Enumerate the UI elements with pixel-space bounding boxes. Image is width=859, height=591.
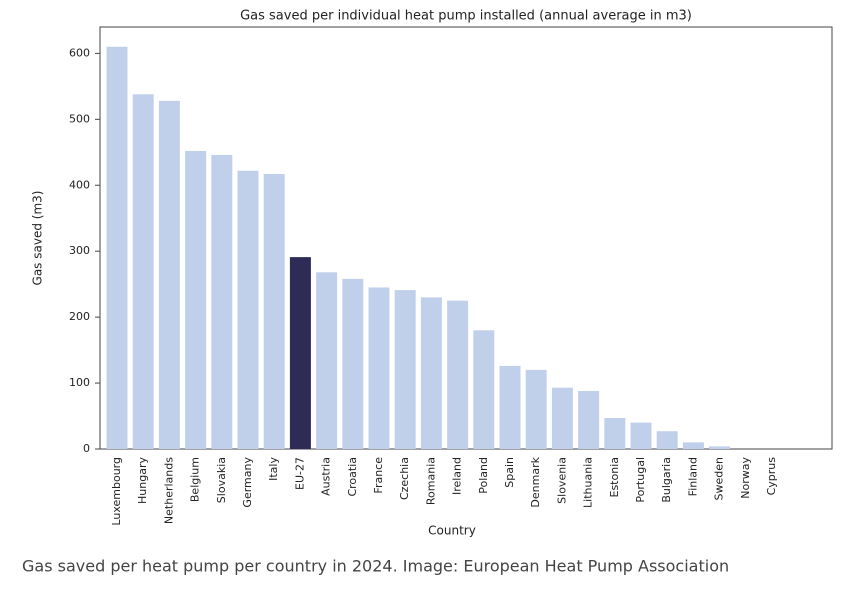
y-tick-label: 600 (69, 46, 90, 59)
x-tick-label: Norway (739, 457, 752, 499)
bar (604, 418, 626, 449)
x-tick-label: Ireland (451, 457, 464, 495)
x-tick-label: Estonia (608, 457, 621, 498)
x-tick-label: Slovenia (555, 457, 568, 504)
bar (499, 365, 521, 449)
x-tick-label: Netherlands (162, 457, 175, 524)
x-tick-label: Slovakia (215, 457, 228, 503)
bar (289, 257, 311, 449)
x-tick-label: Poland (477, 457, 490, 494)
caption: Gas saved per heat pump per country in 2… (22, 557, 729, 576)
bar (551, 387, 573, 449)
x-tick-label: Lithuania (582, 457, 595, 508)
bar (420, 297, 442, 449)
bar (578, 390, 600, 449)
x-tick-label: Croatia (346, 457, 359, 497)
x-tick-label: Bulgaria (660, 457, 673, 503)
x-axis-label: Country (428, 524, 476, 538)
bar (473, 330, 495, 449)
bar (682, 442, 704, 449)
x-tick-label: Portugal (634, 457, 647, 503)
bar (237, 170, 259, 449)
bar (709, 446, 731, 449)
y-tick-label: 400 (69, 178, 90, 191)
x-tick-label: Finland (686, 457, 699, 496)
bar (158, 100, 180, 449)
bar (316, 272, 338, 449)
x-tick-label: Spain (503, 457, 516, 488)
y-tick-label: 300 (69, 244, 90, 257)
x-tick-label: EU-27 (293, 457, 306, 490)
bar (447, 300, 469, 449)
chart-title: Gas saved per individual heat pump insta… (240, 9, 692, 24)
x-tick-label: Luxembourg (110, 457, 123, 526)
bar (394, 290, 416, 449)
x-tick-label: Germany (241, 457, 254, 508)
bar (368, 287, 390, 449)
bar (211, 154, 233, 449)
x-tick-label: Belgium (189, 457, 202, 502)
y-tick-label: 100 (69, 376, 90, 389)
x-tick-label: Czechia (398, 457, 411, 500)
x-tick-label: Italy (267, 457, 280, 481)
y-tick-label: 200 (69, 310, 90, 323)
y-tick-label: 0 (83, 442, 90, 455)
y-axis-label: Gas saved (m3) (31, 191, 45, 286)
bar (656, 431, 678, 449)
y-tick-label: 500 (69, 112, 90, 125)
x-tick-label: Sweden (713, 457, 726, 500)
bar (185, 150, 207, 449)
bar (525, 369, 547, 449)
x-tick-label: France (372, 457, 385, 494)
bar (106, 46, 128, 449)
x-tick-label: Cyprus (765, 457, 778, 496)
bar (342, 278, 364, 449)
x-tick-label: Hungary (136, 457, 149, 504)
bar (263, 174, 285, 449)
x-tick-label: Austria (320, 457, 333, 496)
bar (630, 422, 652, 449)
x-tick-label: Romania (424, 457, 437, 505)
bar (132, 94, 154, 449)
x-tick-label: Denmark (529, 456, 542, 507)
